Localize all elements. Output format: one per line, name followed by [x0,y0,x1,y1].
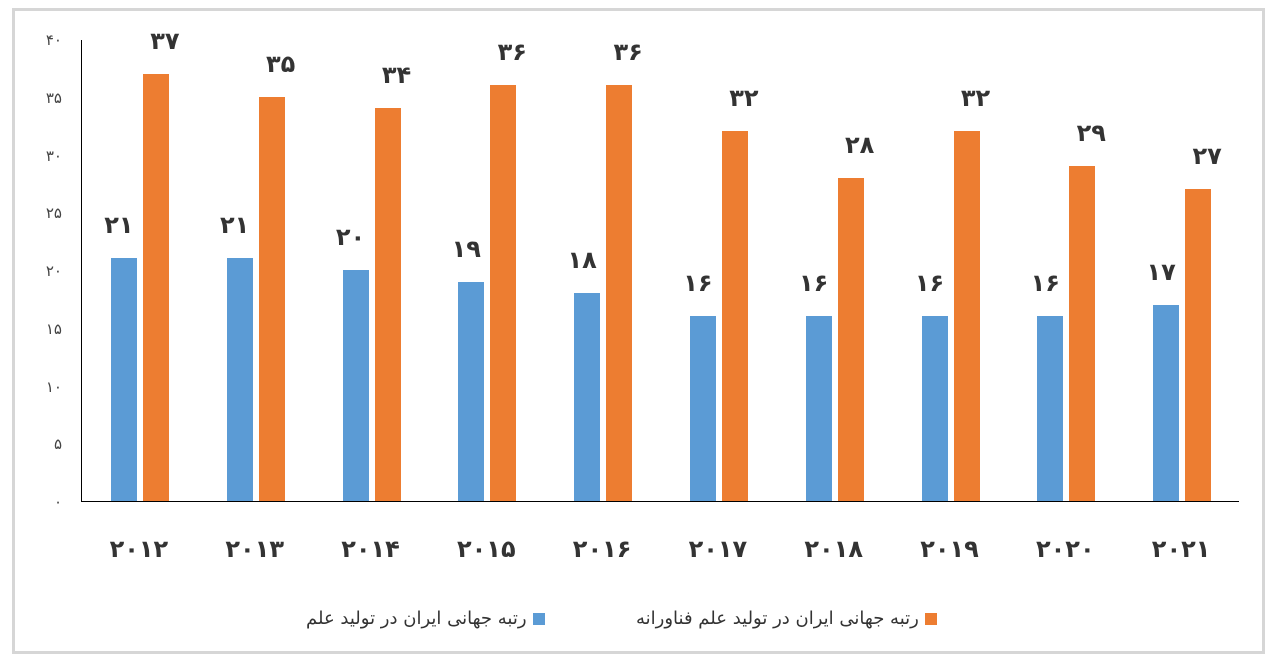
y-tick-label: ۰ [53,493,62,511]
x-tick-label: ۲۰۱۸ [804,535,863,563]
bar-value-label: ۲۰ [335,223,366,251]
bar-tech-science [953,131,980,501]
bar-tech-science [490,85,517,501]
bar-tech-science [1069,166,1096,501]
y-tick-label: ۴۰ [45,31,62,49]
x-tick-label: ۲۰۲۱ [1151,535,1211,563]
bar-science [342,270,369,501]
bar-value-label: ۳۴ [381,61,412,90]
legend-item-science: رتبه جهانی ایران در تولید علم [306,608,545,629]
bar-science [689,316,716,501]
y-tick-label: ۱۵ [45,319,62,338]
y-tick-label: ۵ [53,435,62,454]
bar-tech-science [258,96,285,501]
x-tick-label: ۲۰۱۴ [341,535,400,563]
legend-swatch-orange [924,612,937,625]
bar-value-label: ۲۱ [104,211,134,240]
bar-value-label: ۳۶ [497,38,527,67]
bar-tech-science [374,108,401,501]
bar-science [805,316,832,501]
bar-science [1037,316,1064,501]
bar-science [1153,304,1180,501]
bar-value-label: ۱۸ [567,246,597,275]
bar-value-label: ۱۶ [1030,269,1060,298]
bar-value-label: ۳۵ [266,49,296,78]
y-tick-label: ۲۰ [45,262,62,280]
bar-value-label: ۲۷ [1192,142,1222,171]
bar-value-label: ۳۲ [729,84,759,113]
bar-value-label: ۳۶ [613,38,643,67]
bar-value-label: ۱۶ [683,269,713,298]
bar-tech-science [721,131,748,501]
legend: رتبه جهانی ایران در تولید علم رتبه جهانی… [0,608,1280,638]
bar-science [458,281,485,501]
x-tick-label: ۲۰۲۰ [1036,535,1095,563]
bar-science [574,293,601,501]
plot-area [81,40,1239,502]
bar-value-label: ۲۸ [845,130,875,159]
x-tick-label: ۲۰۱۲ [109,535,169,563]
y-tick-label: ۳۰ [45,146,62,165]
bar-value-label: ۱۷ [1146,257,1176,286]
bar-value-label: ۱۶ [914,269,945,298]
bar-value-label: ۳۲ [960,84,991,113]
x-tick-label: ۲۰۱۶ [572,535,632,563]
bar-science [921,316,948,501]
bar-value-label: ۲۱ [220,211,250,240]
legend-swatch-blue [532,612,545,625]
bar-tech-science [142,73,169,501]
x-tick-label: ۲۰۱۹ [920,535,979,563]
bar-value-label: ۱۶ [799,269,829,298]
bar-science [226,258,253,501]
bar-value-label: ۱۹ [451,234,481,263]
bar-value-label: ۲۹ [1076,119,1106,148]
legend-item-tech-science: رتبه جهانی ایران در تولید علم فناورانه [636,608,937,629]
x-tick-label: ۲۰۱۳ [225,535,284,563]
bar-science [110,258,137,501]
legend-label-science: رتبه جهانی ایران در تولید علم [306,608,527,629]
y-tick-label: ۲۵ [45,204,62,223]
legend-label-tech-science: رتبه جهانی ایران در تولید علم فناورانه [636,608,919,629]
bar-tech-science [606,85,633,501]
bar-value-label: ۳۷ [150,26,180,55]
x-tick-label: ۲۰۱۵ [457,535,516,563]
y-tick-label: ۱۰ [45,377,62,396]
y-tick-label: ۳۵ [45,88,62,107]
x-tick-label: ۲۰۱۷ [688,535,748,563]
bar-tech-science [837,177,864,501]
bar-tech-science [1185,189,1212,501]
